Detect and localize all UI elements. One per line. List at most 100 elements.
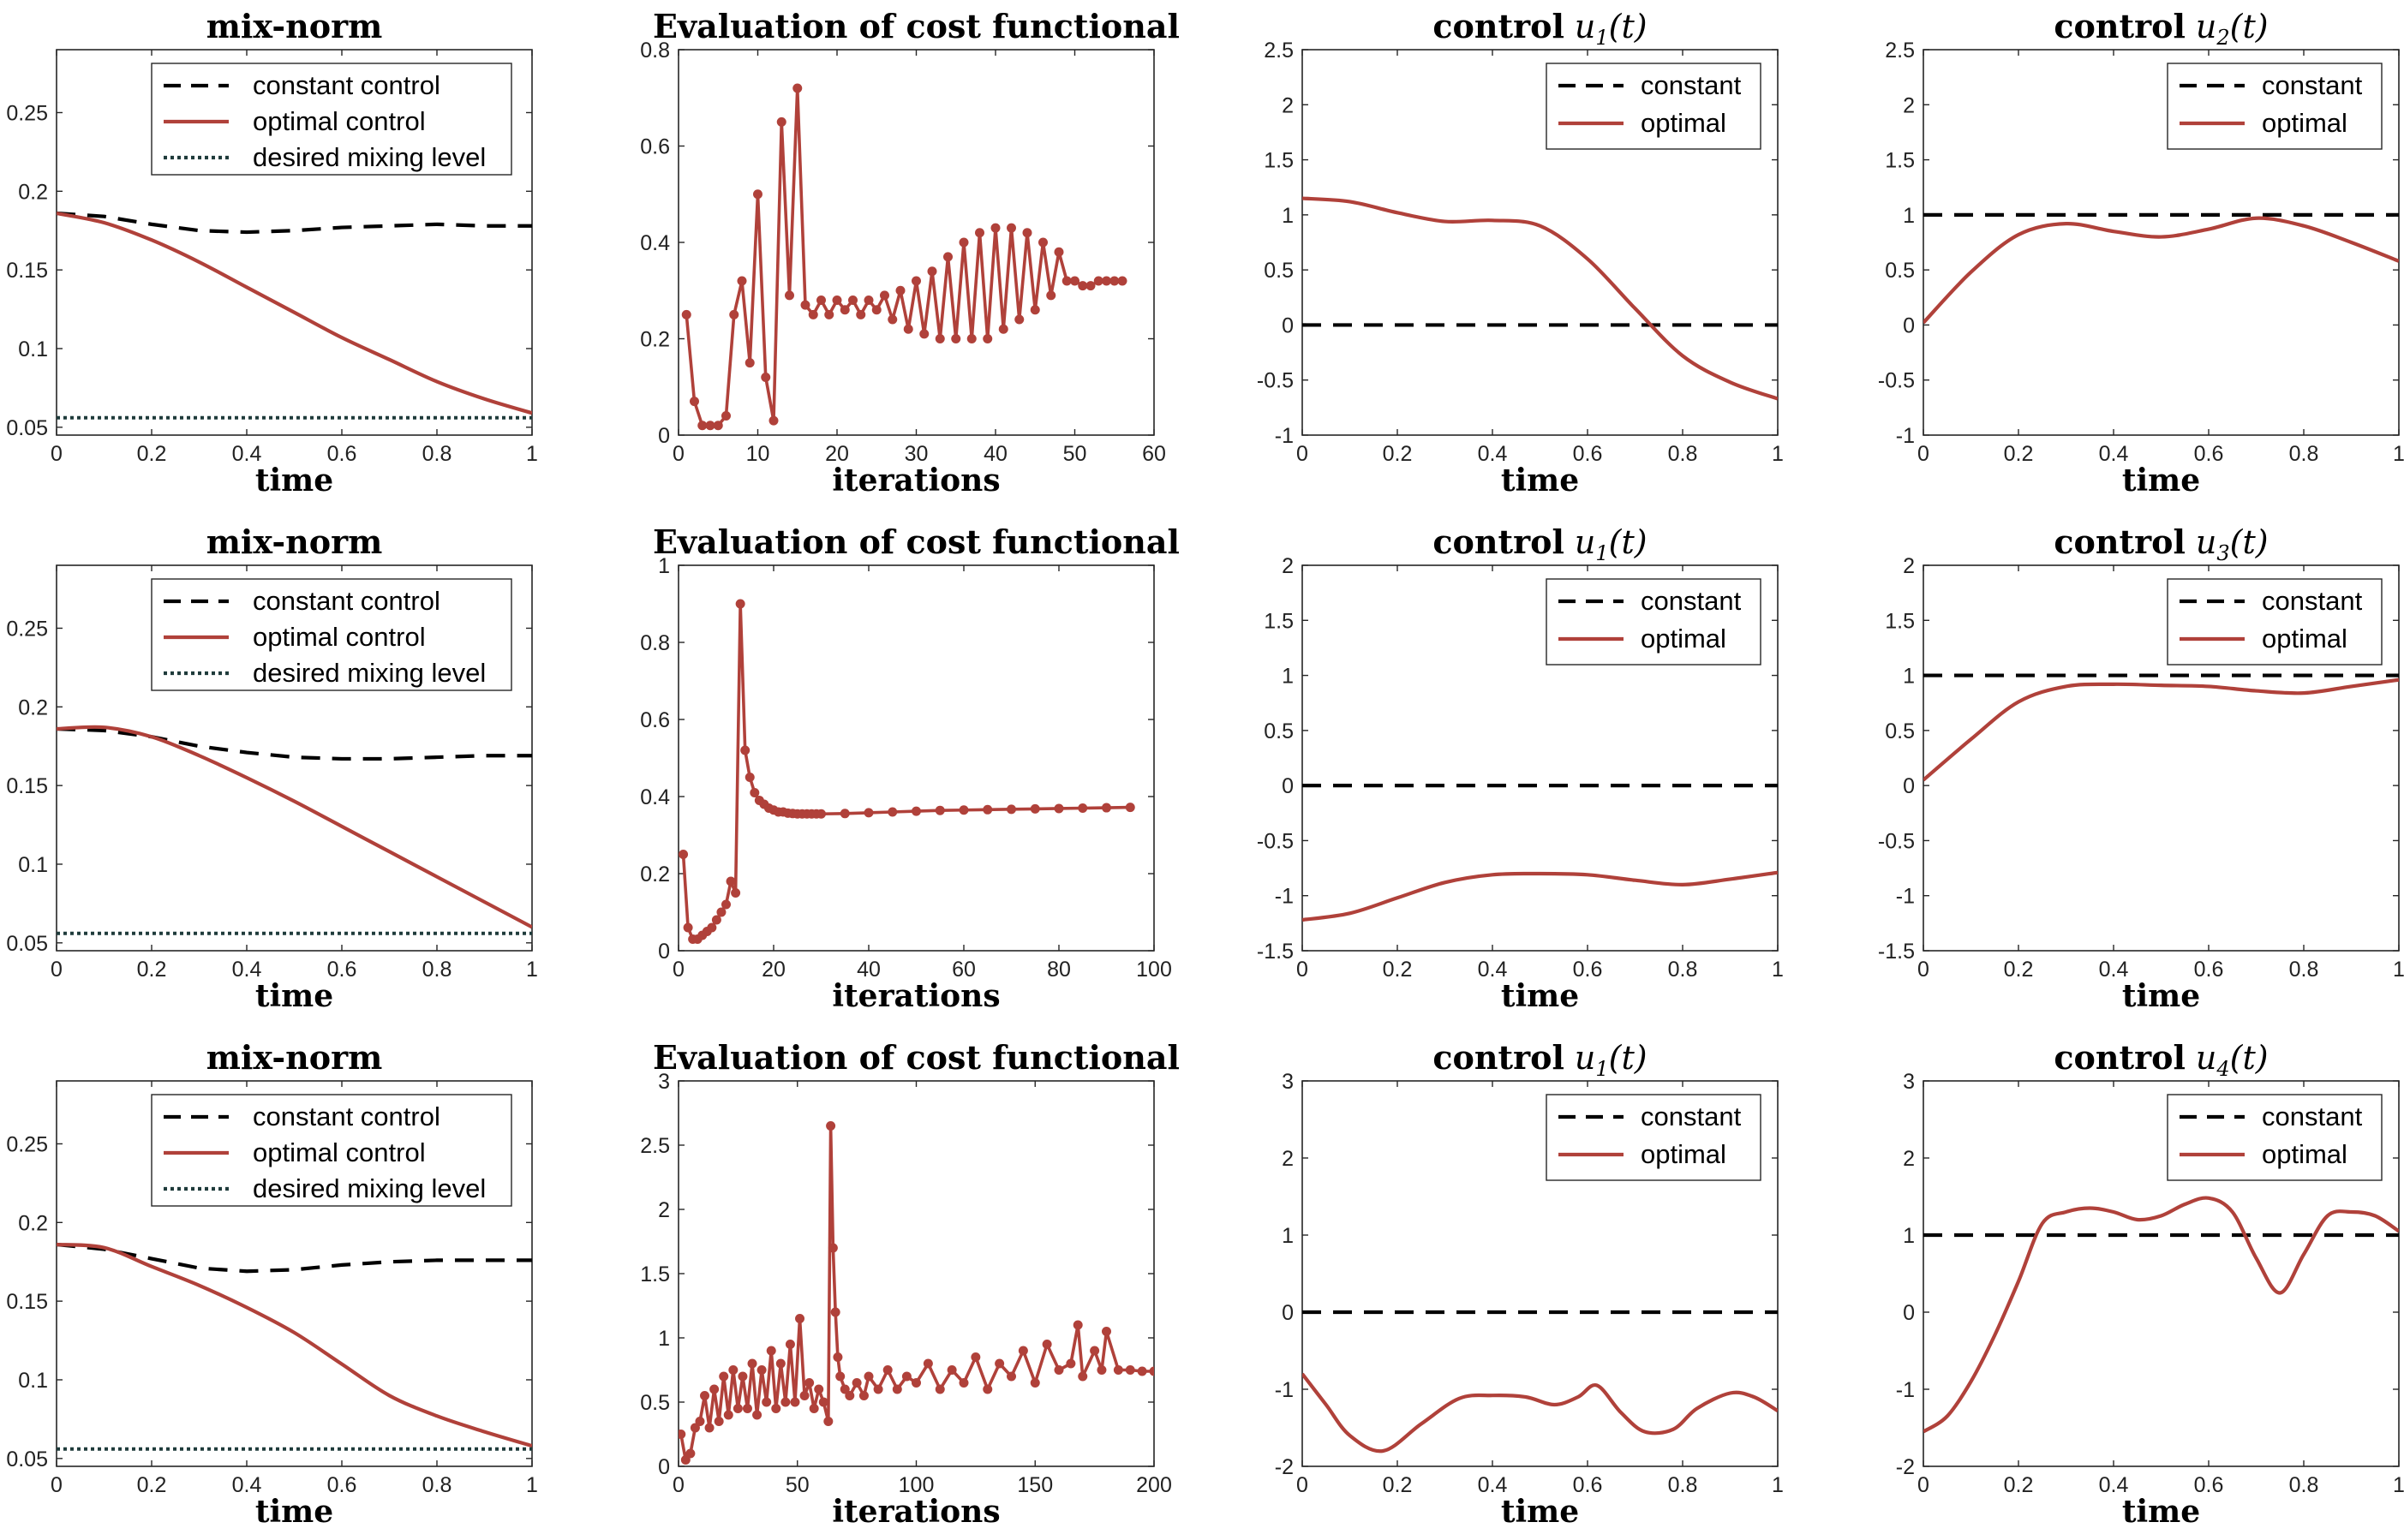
title-argument: (t) (1609, 8, 1648, 45)
title-argument: (t) (2230, 8, 2269, 45)
y-tick-label: 2 (1282, 1147, 1294, 1171)
y-tick-label: -1 (1275, 1378, 1294, 1402)
data-point (1030, 1378, 1040, 1388)
x-tick-label: 0 (1296, 958, 1308, 982)
data-point (1097, 1365, 1107, 1375)
x-tick-label: 150 (1017, 1473, 1053, 1497)
legend-label: constant (2262, 70, 2363, 100)
data-point (771, 1404, 781, 1413)
data-point (901, 1371, 912, 1382)
y-tick-label: -0.5 (1257, 829, 1294, 853)
axes-box (56, 564, 533, 952)
chart-r1c3: control u1(t)0 0.2 0.4 0.6 0.8 1-1-0.500.511.5… (1257, 7, 1784, 498)
x-tick-label: 0.8 (2289, 1473, 2319, 1497)
series-line-constant-control (57, 211, 532, 235)
x-tick-label: 0 (51, 958, 63, 982)
data-point (738, 1371, 748, 1382)
data-point (800, 300, 810, 310)
series-line-constant-control (57, 1242, 532, 1274)
y-tick-label: 0.8 (640, 631, 670, 655)
x-axis-label: time (1501, 1494, 1579, 1530)
y-tick-label: 0.5 (1264, 719, 1294, 743)
x-tick-label: 0.4 (1478, 958, 1508, 982)
y-tick-label: 0.1 (18, 853, 48, 877)
x-axis-label: iterations (832, 1494, 1000, 1530)
data-point (824, 309, 834, 319)
x-tick-label: 200 (1136, 1473, 1172, 1497)
y-tick-label: 1.5 (1264, 609, 1294, 633)
x-tick-label: 50 (1063, 442, 1087, 466)
chart-r2c4: control u3(t) 0 0.2 0.4 0.6 0.8 1 -1.5 -1 -0.5 0 0.5… (1878, 522, 2404, 1014)
x-axis-label: iterations (832, 463, 1000, 498)
series-line-optimal (1302, 870, 1778, 922)
y-tick-label: 2 (1282, 93, 1294, 117)
data-point (1007, 804, 1016, 815)
data-point (833, 1352, 843, 1362)
x-tick-label: 0.6 (327, 958, 357, 982)
data-point (742, 1404, 752, 1413)
x-tick-label: 0 (1296, 442, 1308, 466)
data-point (990, 223, 1001, 233)
y-tick-label: 2 (1903, 93, 1915, 117)
data-point (935, 1384, 945, 1394)
y-tick-label: 1 (1282, 204, 1294, 228)
data-point (1113, 1365, 1123, 1375)
x-axis-label: time (255, 463, 333, 498)
title-variable: u (1575, 1039, 1595, 1077)
data-point (785, 1340, 795, 1349)
chart-r3c4: control u4(t) 0 0.2 0.4 0.6 0.8 1 -2 -1 0 1 2 3 time co… (1896, 1038, 2404, 1530)
data-point (1109, 276, 1120, 286)
data-point (943, 252, 953, 262)
data-point (959, 1378, 969, 1388)
series-line-optimal-control (57, 725, 532, 929)
data-point (705, 421, 715, 431)
x-tick-label: 0.6 (2194, 442, 2224, 466)
x-tick-label: 0 (673, 958, 685, 982)
y-tick-label: 0.6 (640, 135, 670, 159)
data-point (1090, 1346, 1100, 1356)
data-point (768, 415, 779, 426)
data-point (1007, 223, 1016, 233)
legend: constant optimal (1546, 1094, 1761, 1181)
y-tick-label: 0.2 (18, 1211, 48, 1235)
x-tick-label: 0.2 (1383, 958, 1413, 982)
data-point (888, 314, 898, 325)
chart-title: mix-norm (206, 522, 383, 561)
data-point (845, 1391, 855, 1400)
data-point (750, 788, 760, 797)
data-point (903, 324, 913, 334)
y-tick-label: 2.5 (640, 1134, 670, 1158)
x-tick-label: 0.2 (137, 1473, 167, 1497)
data-point (959, 237, 969, 248)
data-point (998, 324, 1008, 334)
axes-box (1923, 1080, 2400, 1467)
x-axis-label: time (1501, 463, 1579, 498)
y-tick-label: 0.4 (640, 231, 670, 255)
data-point (983, 804, 993, 815)
data-point (828, 1243, 838, 1253)
data-point (1014, 314, 1025, 325)
y-tick-label: 1.5 (1264, 149, 1294, 173)
y-tick-label: 2 (1282, 554, 1294, 578)
y-tick-label: -1 (1896, 885, 1915, 909)
x-tick-label: 1 (2393, 442, 2404, 466)
data-point (951, 334, 961, 343)
y-tick-label: 1 (1903, 1224, 1915, 1248)
legend: constant control optimal control desired m… (151, 1094, 512, 1207)
legend-box (2167, 578, 2383, 666)
data-point (795, 1314, 805, 1323)
series-line-constant-control (57, 726, 532, 761)
data-point (1078, 803, 1088, 813)
chart-r1c2: Evaluation of cost functional 0 10 20 30 40 50… (640, 7, 1180, 498)
data-point (761, 373, 771, 382)
data-point (814, 1384, 824, 1394)
data-point (756, 1365, 767, 1375)
data-point (799, 1391, 810, 1400)
x-tick-label: 0.6 (327, 1473, 357, 1497)
y-tick-label: -1.5 (1878, 940, 1915, 964)
data-point (1054, 803, 1064, 814)
x-axis-label: time (2122, 463, 2200, 498)
x-tick-label: 1 (2393, 1473, 2404, 1497)
x-tick-label: 40 (857, 958, 881, 982)
